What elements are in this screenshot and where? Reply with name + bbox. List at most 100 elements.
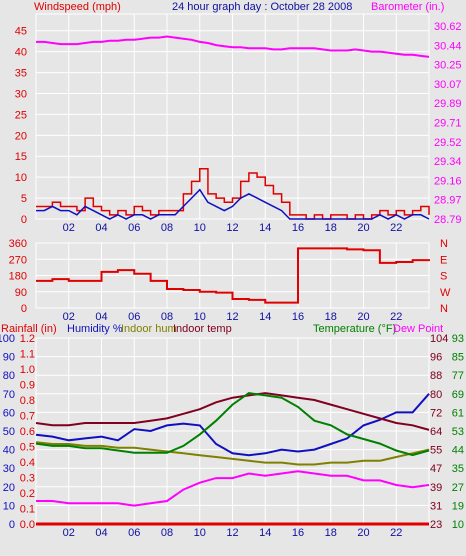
rainfall-tick-label: 1.2 <box>20 333 35 345</box>
temperature-line <box>35 392 430 457</box>
rainfall-tick-label: 0.6 <box>20 426 35 438</box>
temperature-tick-label: 104 <box>430 333 448 345</box>
wind-y-tick-label: 0 <box>21 214 27 226</box>
barometer-tick-label: 30.07 <box>434 79 462 91</box>
wind-x-tick-label: 18 <box>325 222 337 234</box>
dir-x-tick-label: 12 <box>226 311 238 323</box>
compass-tick-label: N <box>440 238 448 250</box>
barometer-tick-label: 30.25 <box>434 60 462 72</box>
wind-x-tick-label: 16 <box>292 222 304 234</box>
dir-x-tick-label: 20 <box>357 311 369 323</box>
rainfall-tick-label: 1.0 <box>20 364 35 376</box>
rainfall-tick-label: 0.2 <box>20 488 35 500</box>
temp-x-tick-label: 12 <box>226 527 238 539</box>
wind-y-tick-label: 40 <box>15 47 27 59</box>
humidity-tick-label: 50 <box>3 426 15 438</box>
temperature-tick-label: 80 <box>430 389 442 401</box>
wind-x-tick-label: 04 <box>95 222 107 234</box>
barometer-tick-label: 29.71 <box>434 118 462 130</box>
humidity-tick-label: 100 <box>0 333 15 345</box>
legend-indoor-hum: Indoor hum <box>121 323 177 335</box>
barometer-tick-label: 28.79 <box>434 214 462 226</box>
barometer-tick-label: 29.16 <box>434 175 462 187</box>
temp-x-tick-label: 18 <box>325 527 337 539</box>
wind-y-tick-label: 5 <box>21 193 27 205</box>
humidity-tick-label: 60 <box>3 407 15 419</box>
wind-x-tick-label: 22 <box>390 222 402 234</box>
rainfall-tick-label: 0.8 <box>20 395 35 407</box>
barometer-tick-label: 28.97 <box>434 195 462 207</box>
humidity-tick-label: 0 <box>9 519 15 531</box>
barometer-tick-label: 30.62 <box>434 21 462 33</box>
wind-y-tick-label: 10 <box>15 172 27 184</box>
temperature-alt-tick-label: 69 <box>452 389 464 401</box>
indoor-temp-line <box>35 392 430 431</box>
dir-x-tick-label: 02 <box>63 311 75 323</box>
compass-tick-label: E <box>440 254 447 266</box>
wind-average-line <box>36 188 430 220</box>
humidity-tick-label: 20 <box>3 482 15 494</box>
wind-y-tick-label: 20 <box>15 130 27 142</box>
temp-x-tick-label: 06 <box>128 527 140 539</box>
temp-x-tick-label: 14 <box>259 527 271 539</box>
wind-x-tick-label: 12 <box>226 222 238 234</box>
legend-humidity: Humidity % <box>67 323 123 335</box>
temp-x-tick-label: 16 <box>292 527 304 539</box>
rainfall-tick-label: 0.0 <box>20 519 35 531</box>
dir-x-tick-label: 14 <box>259 311 271 323</box>
direction-y-tick-label: 360 <box>9 238 27 250</box>
wind-y-tick-label: 45 <box>15 26 27 38</box>
barometer-tick-label: 29.34 <box>434 156 462 168</box>
dir-x-tick-label: 10 <box>194 311 206 323</box>
humidity-tick-label: 10 <box>3 500 15 512</box>
legend-temperature: Temperature (°F) <box>313 323 396 335</box>
legend-indoor-temp: Indoor temp <box>173 323 232 335</box>
dir-x-tick-label: 08 <box>161 311 173 323</box>
temperature-alt-tick-label: 19 <box>452 500 464 512</box>
barometer-tick-label: 29.89 <box>434 98 462 110</box>
temperature-alt-tick-label: 77 <box>452 370 464 382</box>
barometer-line <box>36 35 430 58</box>
wind-x-tick-label: 08 <box>161 222 173 234</box>
direction-y-tick-label: 180 <box>9 271 27 283</box>
wind-x-tick-label: 20 <box>357 222 369 234</box>
indoor-humidity-line <box>35 441 430 466</box>
wind-y-tick-label: 25 <box>15 109 27 121</box>
header-windspeed-label: Windspeed (mph) <box>34 1 121 13</box>
temperature-alt-tick-label: 10 <box>452 519 464 531</box>
direction-y-tick-label: 270 <box>9 254 27 266</box>
rainfall-tick-label: 1.1 <box>20 349 35 361</box>
temp-x-tick-label: 10 <box>194 527 206 539</box>
temperature-tick-label: 88 <box>430 370 442 382</box>
temperature-alt-tick-label: 93 <box>452 333 464 345</box>
temperature-tick-label: 31 <box>430 500 442 512</box>
wind-x-tick-label: 02 <box>63 222 75 234</box>
temperature-tick-label: 72 <box>430 407 442 419</box>
dir-x-tick-label: 16 <box>292 311 304 323</box>
temperature-alt-tick-label: 35 <box>452 463 464 475</box>
compass-tick-label: N <box>440 303 448 315</box>
wind-direction-line <box>36 247 430 304</box>
humidity-tick-label: 80 <box>3 370 15 382</box>
legend-rainfall: Rainfall (in) <box>1 323 57 335</box>
rainfall-tick-label: 0.5 <box>20 442 35 454</box>
rainfall-tick-label: 0.1 <box>20 504 35 516</box>
wind-x-tick-label: 10 <box>194 222 206 234</box>
temperature-alt-tick-label: 53 <box>452 426 464 438</box>
dir-x-tick-label: 04 <box>95 311 107 323</box>
barometer-tick-label: 30.44 <box>434 40 462 52</box>
humidity-line <box>35 393 430 457</box>
dir-x-tick-label: 18 <box>325 311 337 323</box>
rainfall-tick-label: 0.3 <box>20 473 35 485</box>
temp-x-tick-label: 20 <box>357 527 369 539</box>
temperature-alt-tick-label: 85 <box>452 352 464 364</box>
wind-y-tick-label: 30 <box>15 88 27 100</box>
wind-y-tick-label: 35 <box>15 68 27 80</box>
direction-y-tick-label: 0 <box>21 303 27 315</box>
temperature-tick-label: 23 <box>430 519 442 531</box>
dew-point-line <box>36 470 430 507</box>
header-barometer-label: Barometer (in.) <box>371 1 444 13</box>
wind-x-tick-label: 14 <box>259 222 271 234</box>
